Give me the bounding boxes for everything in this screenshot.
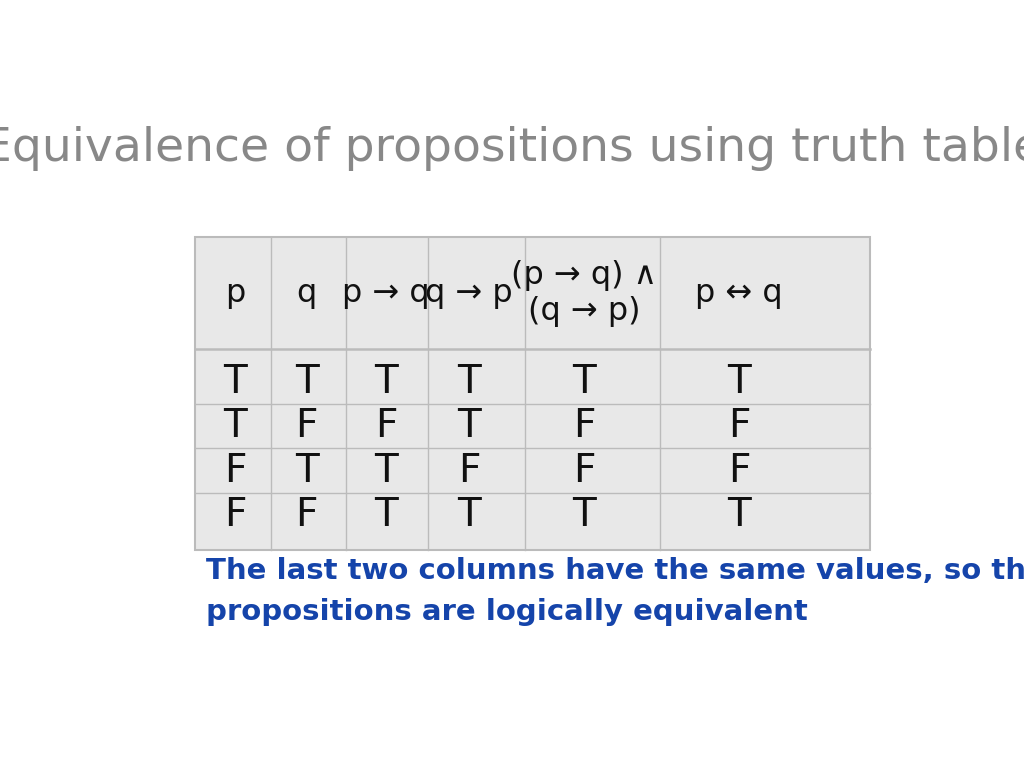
Text: (p → q) ∧
(q → p): (p → q) ∧ (q → p) [511,260,657,326]
Text: F: F [295,496,317,534]
Text: F: F [728,452,751,490]
Text: q: q [296,278,316,309]
Text: q → p: q → p [425,278,513,309]
Text: T: T [374,363,397,401]
Text: p ↔ q: p ↔ q [695,278,783,309]
Text: T: T [458,496,481,534]
Text: T: T [727,496,751,534]
Text: T: T [223,363,247,401]
Text: T: T [295,363,318,401]
Text: F: F [458,452,480,490]
Text: F: F [573,452,596,490]
Text: F: F [224,452,247,490]
FancyBboxPatch shape [196,237,870,551]
Text: Equivalence of propositions using truth tables: Equivalence of propositions using truth … [0,126,1024,170]
Text: T: T [458,363,481,401]
Text: T: T [374,452,397,490]
Text: T: T [458,407,481,445]
Text: T: T [295,452,318,490]
Text: The last two columns have the same values, so the
propositions are logically equ: The last two columns have the same value… [206,558,1024,627]
Text: T: T [223,407,247,445]
Text: T: T [572,363,596,401]
Text: F: F [295,407,317,445]
Text: F: F [573,407,596,445]
Text: p: p [225,278,246,309]
Text: T: T [374,496,397,534]
Text: F: F [375,407,397,445]
Text: F: F [224,496,247,534]
Text: T: T [572,496,596,534]
Text: p → q: p → q [342,278,430,309]
Text: T: T [727,363,751,401]
Text: F: F [728,407,751,445]
